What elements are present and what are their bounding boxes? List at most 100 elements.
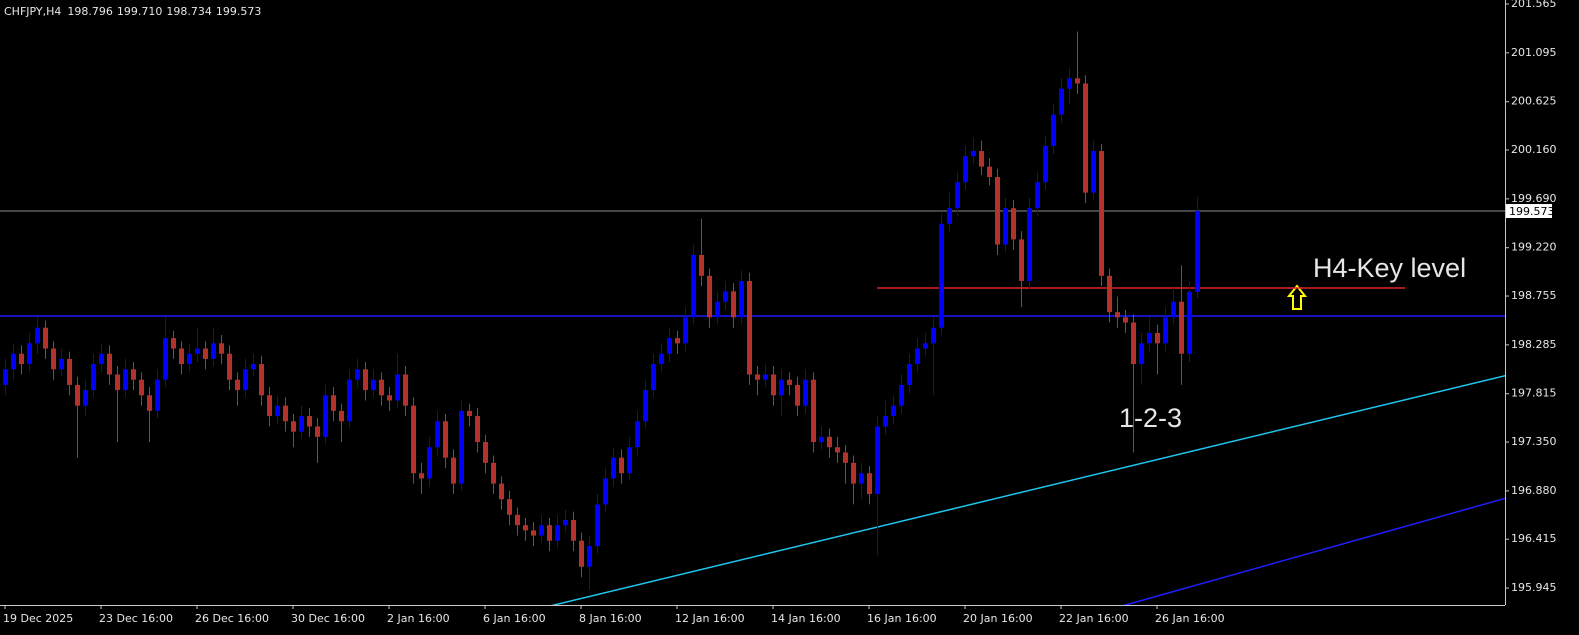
candle-body (819, 436, 824, 443)
candle-body (651, 364, 656, 391)
candle-body (475, 416, 480, 443)
candle-body (251, 364, 256, 370)
y-tick-label: 201.565 (1511, 0, 1557, 10)
candle-body (1139, 343, 1144, 365)
trendline (1122, 497, 1505, 605)
candle-body (947, 208, 952, 224)
candle-body (179, 348, 184, 365)
candle-body (155, 379, 160, 411)
candle-body (1163, 317, 1168, 344)
candle-body (219, 343, 224, 354)
candle-body (875, 426, 880, 495)
candle-body (779, 379, 784, 396)
price-tag (1506, 204, 1552, 219)
candle-body (443, 421, 448, 458)
candle-body (995, 177, 1000, 245)
candle-body (347, 379, 352, 422)
candle-body (1027, 208, 1032, 281)
y-tick-label: 199.690 (1511, 192, 1557, 205)
candle-body (451, 457, 456, 484)
candle-body (243, 369, 248, 391)
header: CHFJPY,H4 198.796 199.710 198.734 199.573 (4, 5, 261, 18)
candle-body (627, 447, 632, 474)
x-tick-label: 19 Dec 2025 (3, 612, 73, 625)
y-tick-label: 201.095 (1511, 46, 1557, 59)
y-tick-label: 200.160 (1511, 143, 1557, 156)
candle-body (147, 395, 152, 411)
x-tick-label: 16 Jan 16:00 (867, 612, 937, 625)
candle-body (547, 525, 552, 541)
candle-body (731, 291, 736, 318)
candle-body (1083, 83, 1088, 193)
candle-body (747, 280, 752, 375)
candle-body (467, 410, 472, 417)
candle-body (595, 504, 600, 546)
candle-body (307, 416, 312, 427)
candle-body (899, 384, 904, 406)
candle-body (283, 405, 288, 422)
candle-body (203, 348, 208, 359)
candle-body (659, 353, 664, 365)
candle-body (323, 395, 328, 437)
candle-body (427, 447, 432, 479)
candle-body (1019, 239, 1024, 281)
candle-body (531, 530, 536, 536)
candle-body (35, 327, 40, 344)
candle-body (195, 348, 200, 354)
candle-body (1147, 332, 1152, 344)
trendline (550, 374, 1505, 605)
candle-body (571, 519, 576, 541)
candle-body (1099, 151, 1104, 276)
candle-body (1155, 332, 1160, 344)
x-tick-label: 22 Jan 16:00 (1059, 612, 1129, 625)
candle-body (867, 473, 872, 495)
y-tick-label: 199.220 (1511, 241, 1557, 254)
y-tick-label: 197.815 (1511, 387, 1557, 400)
candle-body (987, 166, 992, 178)
candle-body (1011, 208, 1016, 240)
candle-body (499, 483, 504, 500)
open-label: 198.796 (67, 5, 113, 18)
candle-body (1059, 88, 1064, 115)
x-tick-label: 23 Dec 16:00 (99, 612, 173, 625)
candle-body (515, 514, 520, 526)
candle-body (1107, 275, 1112, 313)
candle-body (267, 395, 272, 417)
candle-body (91, 364, 96, 391)
candle-body (259, 364, 264, 396)
low-label: 198.734 (166, 5, 212, 18)
x-tick-label: 8 Jan 16:00 (579, 612, 642, 625)
candle-body (1123, 317, 1128, 323)
candle-body (331, 395, 336, 411)
candle-body (107, 353, 112, 375)
candle-body (611, 457, 616, 479)
candle-body (787, 379, 792, 385)
candle-body (715, 301, 720, 318)
candle-body (3, 369, 8, 385)
candle-body (755, 374, 760, 380)
candle-body (507, 499, 512, 515)
candle-body (683, 317, 688, 344)
candle-body (435, 421, 440, 448)
x-tick-label: 26 Dec 16:00 (195, 612, 269, 625)
price-tag-label: 199.573 (1509, 205, 1555, 218)
candle-body (795, 384, 800, 406)
candle-body (843, 452, 848, 463)
candle-body (67, 358, 72, 385)
candle-body (99, 353, 104, 365)
candle-body (1171, 301, 1176, 318)
candle-body (723, 291, 728, 302)
candle-body (811, 379, 816, 443)
candle-body (387, 395, 392, 401)
candle-body (835, 447, 840, 453)
candle-body (363, 369, 368, 391)
candle-body (579, 540, 584, 567)
candle-body (395, 374, 400, 401)
candle-body (1035, 182, 1040, 209)
candle-body (211, 343, 216, 359)
y-tick-label: 200.625 (1511, 95, 1557, 108)
candle-body (355, 369, 360, 380)
candle-body (1195, 211, 1200, 292)
